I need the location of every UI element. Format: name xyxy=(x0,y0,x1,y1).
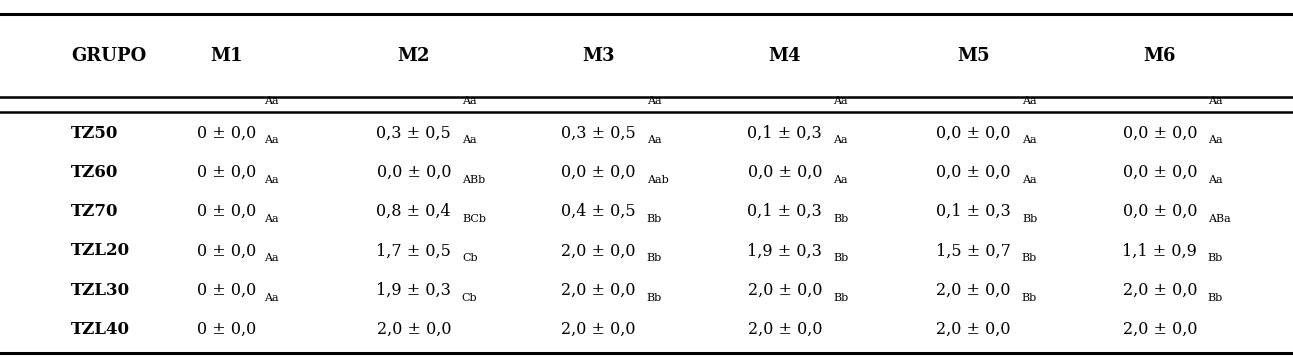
Text: 2,0 ± 0,0: 2,0 ± 0,0 xyxy=(936,282,1011,299)
Text: Bb: Bb xyxy=(1021,293,1037,303)
Text: 2,0 ± 0,0: 2,0 ± 0,0 xyxy=(747,321,822,338)
Text: TZL30: TZL30 xyxy=(71,282,131,299)
Text: 0,3 ± 0,5: 0,3 ± 0,5 xyxy=(561,125,636,141)
Text: Bb: Bb xyxy=(833,293,848,303)
Text: Bb: Bb xyxy=(646,214,662,224)
Text: M3: M3 xyxy=(582,47,615,65)
Text: 2,0 ± 0,0: 2,0 ± 0,0 xyxy=(1122,282,1197,299)
Text: 2,0 ± 0,0: 2,0 ± 0,0 xyxy=(561,242,636,260)
Text: TZ70: TZ70 xyxy=(71,203,119,220)
Text: Aa: Aa xyxy=(1208,135,1222,145)
Text: Aa: Aa xyxy=(265,253,279,263)
Text: 0,0 ± 0,0: 0,0 ± 0,0 xyxy=(1122,203,1197,220)
Text: Bb: Bb xyxy=(1208,293,1223,303)
Text: 1,9 ± 0,3: 1,9 ± 0,3 xyxy=(747,242,822,260)
Text: 2,0 ± 0,0: 2,0 ± 0,0 xyxy=(1122,321,1197,338)
Text: Bb: Bb xyxy=(833,214,848,224)
Text: 0 ± 0,0: 0 ± 0,0 xyxy=(197,203,256,220)
Text: Bb: Bb xyxy=(1021,253,1037,263)
Text: Aa: Aa xyxy=(265,293,279,303)
Text: Aa: Aa xyxy=(646,135,661,145)
Text: 0 ± 0,0: 0 ± 0,0 xyxy=(197,282,256,299)
Text: 0 ± 0,0: 0 ± 0,0 xyxy=(197,164,256,181)
Text: Aa: Aa xyxy=(265,96,279,106)
Text: Cb: Cb xyxy=(462,253,477,263)
Text: 1,1 ± 0,9: 1,1 ± 0,9 xyxy=(1122,242,1197,260)
Text: 0,0 ± 0,0: 0,0 ± 0,0 xyxy=(747,164,822,181)
Text: 2,0 ± 0,0: 2,0 ± 0,0 xyxy=(376,321,451,338)
Text: 1,9 ± 0,3: 1,9 ± 0,3 xyxy=(376,282,451,299)
Text: Aa: Aa xyxy=(1208,96,1222,106)
Text: Aa: Aa xyxy=(646,96,662,106)
Text: Aa: Aa xyxy=(833,175,848,185)
Text: 0 ± 0,0: 0 ± 0,0 xyxy=(197,321,256,338)
Text: Bb: Bb xyxy=(646,253,662,263)
Text: TZL20: TZL20 xyxy=(71,242,131,260)
Text: ABa: ABa xyxy=(1208,214,1231,224)
Text: 0,0 ± 0,0: 0,0 ± 0,0 xyxy=(376,164,451,181)
Text: 0,0 ± 0,0: 0,0 ± 0,0 xyxy=(561,164,636,181)
Text: 1,5 ± 0,7: 1,5 ± 0,7 xyxy=(936,242,1011,260)
Text: M6: M6 xyxy=(1143,47,1177,65)
Text: 2,0 ± 0,0: 2,0 ± 0,0 xyxy=(561,321,636,338)
Text: M2: M2 xyxy=(397,47,431,65)
Text: GRUPO: GRUPO xyxy=(71,47,146,65)
Text: TZL40: TZL40 xyxy=(71,321,131,338)
Text: TZ50: TZ50 xyxy=(71,125,119,141)
Text: Aa: Aa xyxy=(833,135,847,145)
Text: Aa: Aa xyxy=(833,96,848,106)
Text: 0,0 ± 0,0: 0,0 ± 0,0 xyxy=(936,125,1011,141)
Text: Aa: Aa xyxy=(1021,96,1036,106)
Text: Aa: Aa xyxy=(1021,175,1037,185)
Text: Aa: Aa xyxy=(462,96,477,106)
Text: Aa: Aa xyxy=(1208,175,1222,185)
Text: Aa: Aa xyxy=(265,214,279,224)
Text: Aa: Aa xyxy=(265,175,279,185)
Text: 0,4 ± 0,5: 0,4 ± 0,5 xyxy=(561,203,636,220)
Text: M1: M1 xyxy=(209,47,243,65)
Text: TZ60: TZ60 xyxy=(71,164,119,181)
Text: 0,0 ± 0,0: 0,0 ± 0,0 xyxy=(936,164,1011,181)
Text: Bb: Bb xyxy=(833,253,848,263)
Text: 0,0 ± 0,0: 0,0 ± 0,0 xyxy=(1122,164,1197,181)
Text: 0 ± 0,0: 0 ± 0,0 xyxy=(197,125,256,141)
Text: 0 ± 0,0: 0 ± 0,0 xyxy=(197,242,256,260)
Text: BCb: BCb xyxy=(462,214,486,224)
Text: 2,0 ± 0,0: 2,0 ± 0,0 xyxy=(747,282,822,299)
Text: Bb: Bb xyxy=(1021,214,1037,224)
Text: Bb: Bb xyxy=(1208,253,1223,263)
Text: 0,8 ± 0,4: 0,8 ± 0,4 xyxy=(376,203,451,220)
Text: Cb: Cb xyxy=(462,293,477,303)
Text: 0,1 ± 0,3: 0,1 ± 0,3 xyxy=(747,125,822,141)
Text: 2,0 ± 0,0: 2,0 ± 0,0 xyxy=(936,321,1011,338)
Text: Aa: Aa xyxy=(1021,135,1036,145)
Text: Aab: Aab xyxy=(646,175,668,185)
Text: Bb: Bb xyxy=(646,293,662,303)
Text: M5: M5 xyxy=(957,47,990,65)
Text: ABb: ABb xyxy=(462,175,485,185)
Text: 0,3 ± 0,5: 0,3 ± 0,5 xyxy=(376,125,451,141)
Text: 0,1 ± 0,3: 0,1 ± 0,3 xyxy=(747,203,822,220)
Text: 0,1 ± 0,3: 0,1 ± 0,3 xyxy=(936,203,1011,220)
Text: Aa: Aa xyxy=(265,135,279,145)
Text: 0,0 ± 0,0: 0,0 ± 0,0 xyxy=(1122,125,1197,141)
Text: 2,0 ± 0,0: 2,0 ± 0,0 xyxy=(561,282,636,299)
Text: M4: M4 xyxy=(768,47,802,65)
Text: 1,7 ± 0,5: 1,7 ± 0,5 xyxy=(376,242,451,260)
Text: Aa: Aa xyxy=(462,135,476,145)
